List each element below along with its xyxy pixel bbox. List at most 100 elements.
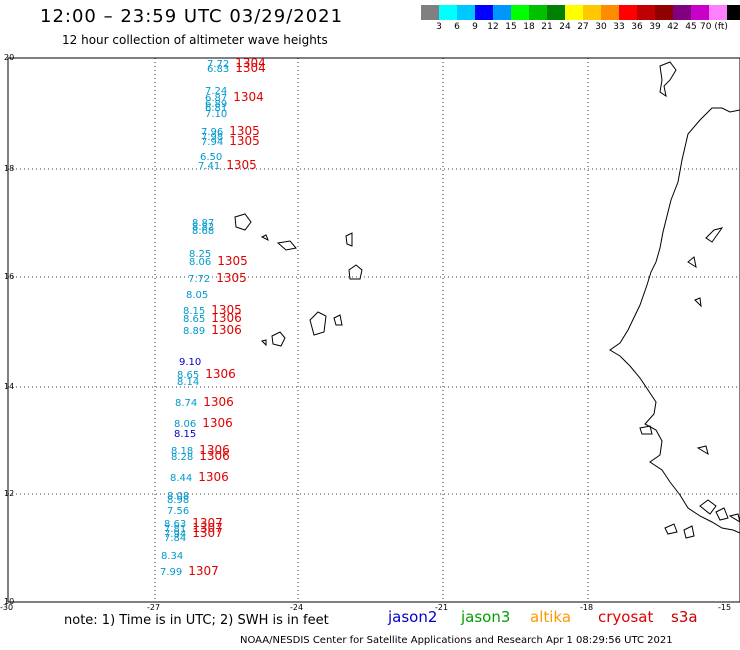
color-swatch xyxy=(601,5,619,20)
color-scale-label: 39 xyxy=(649,22,661,32)
time-label: 1305 xyxy=(216,271,247,285)
time-label: 1306 xyxy=(211,323,242,337)
wave-height-value: 7.72 xyxy=(188,274,211,285)
observation-point: 8.06 1305 xyxy=(189,252,248,268)
color-scale-label: 12 xyxy=(487,22,499,32)
map-frame xyxy=(7,57,740,603)
wave-height-value: 7.94 xyxy=(164,529,187,540)
observation-point: 8.34 xyxy=(161,546,183,562)
observation-point: 6.87 1304 xyxy=(205,88,264,104)
color-swatch xyxy=(547,5,565,20)
wave-height-value: 6.50 xyxy=(200,152,223,163)
legend-altika: altika xyxy=(530,608,572,626)
observation-point: 8.68 xyxy=(192,221,214,237)
wave-height-value: 7.99 xyxy=(160,567,183,578)
time-label: 1304 xyxy=(233,90,264,104)
latitude-label: 18 xyxy=(4,164,15,173)
observation-point: 7.81 1307 xyxy=(164,519,223,535)
longitude-label: -15 xyxy=(718,603,732,612)
observation-point: 7.41 1305 xyxy=(198,156,257,172)
observation-point: 8.89 1306 xyxy=(183,321,242,337)
wave-height-value: 6.81 xyxy=(205,103,228,114)
observation-point: 6.83 1304 xyxy=(207,59,266,75)
wave-height-value: 6.87 xyxy=(205,93,228,104)
color-swatch xyxy=(493,5,511,20)
latitude-label: 14 xyxy=(4,382,15,391)
color-swatch xyxy=(457,5,475,20)
wave-height-value: 8.68 xyxy=(192,226,215,237)
longitude-label: -27 xyxy=(147,603,161,612)
observation-point: 8.25 xyxy=(189,244,211,260)
time-label: 1307 xyxy=(192,526,223,540)
wave-height-value: 8.08 xyxy=(167,491,190,502)
observation-point: 7.56 xyxy=(167,501,189,517)
latitude-label: 16 xyxy=(4,272,15,281)
wave-height-value: 7.98 xyxy=(201,132,224,143)
wave-height-value: 6.83 xyxy=(207,64,230,75)
color-scale-label: 21 xyxy=(541,22,553,32)
observation-point: 7.96 1305 xyxy=(201,122,260,138)
time-label: 1307 xyxy=(192,521,223,535)
time-label: 1304 xyxy=(235,61,266,75)
time-label: 1304 xyxy=(235,56,266,70)
map-subtitle: 12 hour collection of altimeter wave hei… xyxy=(62,33,328,47)
time-label: 1306 xyxy=(199,443,230,457)
wave-height-value: 8.25 xyxy=(189,249,212,260)
wave-height-value: 8.74 xyxy=(175,398,198,409)
wave-height-value: 8.87 xyxy=(192,218,215,229)
wave-height-value: 8.06 xyxy=(174,419,197,430)
time-label: 1306 xyxy=(211,311,242,325)
observation-point: 8.15 1305 xyxy=(183,301,242,317)
observation-point: 6.50 xyxy=(200,147,222,163)
observation-point: 8.63 1307 xyxy=(164,514,223,530)
map-note: note: 1) Time is in UTC; 2) SWH is in fe… xyxy=(64,613,329,628)
color-scale-label: 70 (ft) xyxy=(700,22,728,32)
wave-height-value: 8.06 xyxy=(189,257,212,268)
wave-height-value: 8.05 xyxy=(186,290,209,301)
time-label: 1306 xyxy=(203,395,234,409)
wave-height-value: 7.41 xyxy=(198,161,221,172)
color-swatch xyxy=(421,5,439,20)
longitude-label: -24 xyxy=(290,603,304,612)
observation-point: 8.06 1306 xyxy=(174,414,233,430)
wave-height-value: 7.10 xyxy=(205,109,228,120)
time-label: 1306 xyxy=(198,470,229,484)
observation-point: 8.98 xyxy=(167,490,189,506)
legend-jason2: jason2 xyxy=(388,608,438,626)
latitude-label: 12 xyxy=(4,489,15,498)
observation-point: 8.18 1306 xyxy=(171,441,230,457)
color-swatch xyxy=(727,5,740,20)
legend-jason3: jason3 xyxy=(461,608,511,626)
time-label: 1305 xyxy=(229,134,260,148)
observation-point: 8.15 xyxy=(174,424,196,440)
observation-point: 8.28 1306 xyxy=(171,447,230,463)
wave-height-value: 7.24 xyxy=(205,86,228,97)
wave-height-value: 6.89 xyxy=(205,99,228,110)
color-swatch xyxy=(691,5,709,20)
observation-point: 8.87 xyxy=(192,213,214,229)
observation-point: 8.44 1306 xyxy=(170,468,229,484)
wave-height-value: 9.10 xyxy=(179,357,202,368)
color-scale-label: 6 xyxy=(454,22,460,32)
credit-footer: NOAA/NESDIS Center for Satellite Applica… xyxy=(240,635,673,646)
time-label: 1305 xyxy=(217,254,248,268)
color-swatch xyxy=(709,5,727,20)
observation-point: 7.94 1305 xyxy=(201,132,260,148)
color-scale-label: 30 xyxy=(595,22,607,32)
wave-height-value: 8.15 xyxy=(183,306,206,317)
observation-point: 8.82 xyxy=(192,217,214,233)
color-swatch xyxy=(583,5,601,20)
observation-point: 7.84 xyxy=(164,528,186,544)
color-swatch xyxy=(475,5,493,20)
wave-height-value: 8.89 xyxy=(183,326,206,337)
wave-height-value: 8.18 xyxy=(171,446,194,457)
color-scale-label: 42 xyxy=(667,22,679,32)
coastline xyxy=(234,61,740,539)
color-swatch xyxy=(637,5,655,20)
wave-height-value: 8.14 xyxy=(177,377,200,388)
wave-height-value: 7.84 xyxy=(164,533,187,544)
wave-height-value: 7.96 xyxy=(201,127,224,138)
color-swatch xyxy=(673,5,691,20)
wave-height-value: 7.81 xyxy=(164,524,187,535)
